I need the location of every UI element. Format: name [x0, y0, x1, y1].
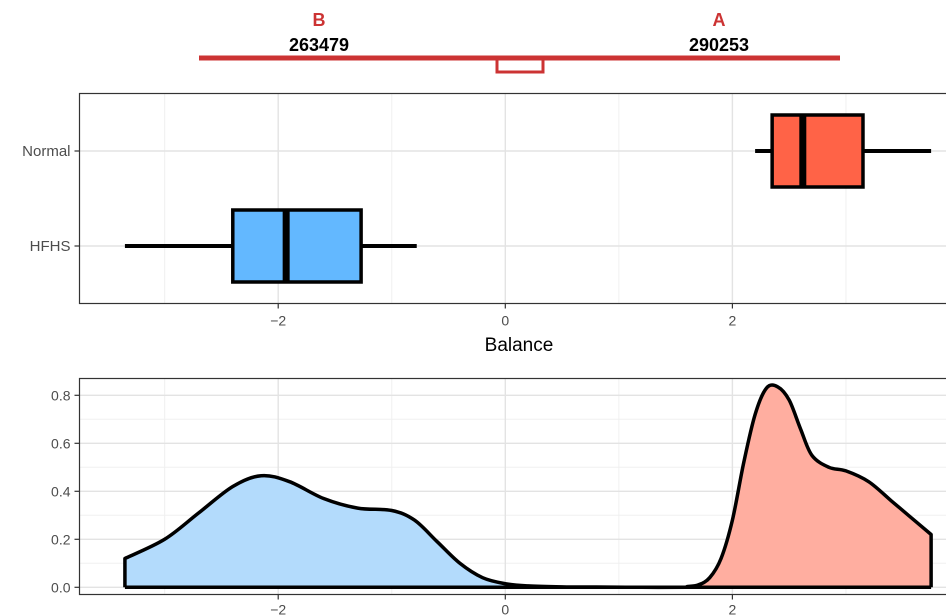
boxplot-panel: −2024NormalHFHS Balance	[22, 92, 946, 356]
balance-header: B 263479 A 290253	[199, 10, 840, 74]
density-area-0	[124, 475, 687, 588]
x-tick-label: 2	[729, 602, 737, 615]
density-outline-1	[685, 383, 933, 589]
y-tick-label: 0.2	[51, 531, 71, 547]
boxplot-marks	[124, 113, 932, 284]
density-marks	[123, 383, 933, 590]
y-tick-label: 0.8	[51, 387, 71, 403]
group-a-count: 290253	[689, 35, 749, 55]
y-tick-label: 0.4	[51, 483, 71, 499]
group-a-letter: A	[713, 10, 726, 30]
density-axes: −20240.00.20.40.60.8	[51, 387, 737, 615]
density-area-1	[686, 385, 932, 588]
density-border	[78, 377, 946, 596]
y-tick-label: 0.6	[51, 435, 71, 451]
boxplot-axes: −2024NormalHFHS	[22, 143, 737, 329]
y-tick-label-normal: Normal	[22, 143, 70, 160]
x-tick-label: 2	[729, 313, 737, 329]
group-b-letter: B	[313, 10, 326, 30]
density-panel: −20240.00.20.40.60.8	[51, 377, 946, 615]
x-tick-label: 0	[501, 602, 509, 615]
box-hfhs	[231, 208, 363, 284]
boxplot-border	[78, 92, 946, 305]
x-tick-label: −2	[270, 313, 286, 329]
box-normal	[770, 113, 865, 189]
y-tick-label: 0.0	[51, 579, 71, 595]
x-tick-label: −2	[270, 602, 286, 615]
y-tick-label-hfhs: HFHS	[30, 238, 71, 255]
balance-marker	[495, 58, 545, 74]
x-tick-label: 0	[501, 313, 509, 329]
x-axis-title: Balance	[485, 335, 554, 356]
group-b-count: 263479	[289, 35, 349, 55]
